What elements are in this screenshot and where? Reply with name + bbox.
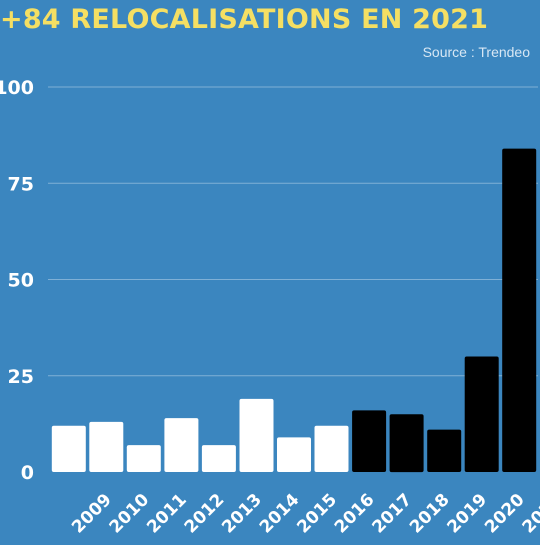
x-tick-label-2009: 2009: [68, 490, 116, 538]
x-tick-label-2014: 2014: [256, 490, 304, 538]
x-tick-label-2020: 2020: [481, 490, 529, 538]
x-tick-label-2010: 2010: [106, 490, 154, 538]
x-axis-ticks: 2009201020112012201320142015201620172018…: [68, 490, 540, 538]
y-axis-ticks: 0 25 50 75 100: [0, 77, 34, 484]
bar-2012: [164, 418, 199, 472]
bar-2019: [427, 429, 462, 472]
bar-2014: [239, 398, 274, 472]
y-tick-label-75: 75: [8, 173, 34, 195]
x-tick-label-2015: 2015: [293, 490, 341, 538]
x-tick-label-2011: 2011: [143, 490, 191, 538]
bar-2009: [51, 425, 86, 472]
x-tick-label-2012: 2012: [181, 490, 229, 538]
bar-2010: [89, 421, 124, 472]
bar-2016: [314, 425, 349, 472]
bars: [51, 148, 537, 473]
x-tick-label-2017: 2017: [368, 490, 416, 538]
y-tick-label-100: 100: [0, 77, 34, 99]
bar-2020: [464, 356, 499, 472]
bar-2015: [277, 437, 311, 472]
y-tick-label-0: 0: [21, 462, 34, 484]
bar-2018: [389, 414, 424, 473]
bar-2017: [352, 410, 387, 472]
x-tick-label-2019: 2019: [444, 490, 492, 538]
x-tick-label-2016: 2016: [331, 490, 379, 538]
y-tick-label-50: 50: [8, 270, 34, 292]
chart-source: Source : Trendeo: [422, 44, 530, 60]
bar-2011: [126, 445, 161, 472]
bar-2021: [502, 148, 537, 472]
x-tick-label-2018: 2018: [406, 490, 454, 538]
chart-title: +84 RELOCALISATIONS EN 2021: [0, 4, 489, 35]
y-tick-label-25: 25: [8, 366, 34, 388]
x-tick-label-2013: 2013: [218, 490, 266, 538]
gridlines: [48, 86, 538, 377]
bar-2013: [201, 445, 236, 472]
x-tick-label-2021: 2021: [519, 490, 540, 538]
